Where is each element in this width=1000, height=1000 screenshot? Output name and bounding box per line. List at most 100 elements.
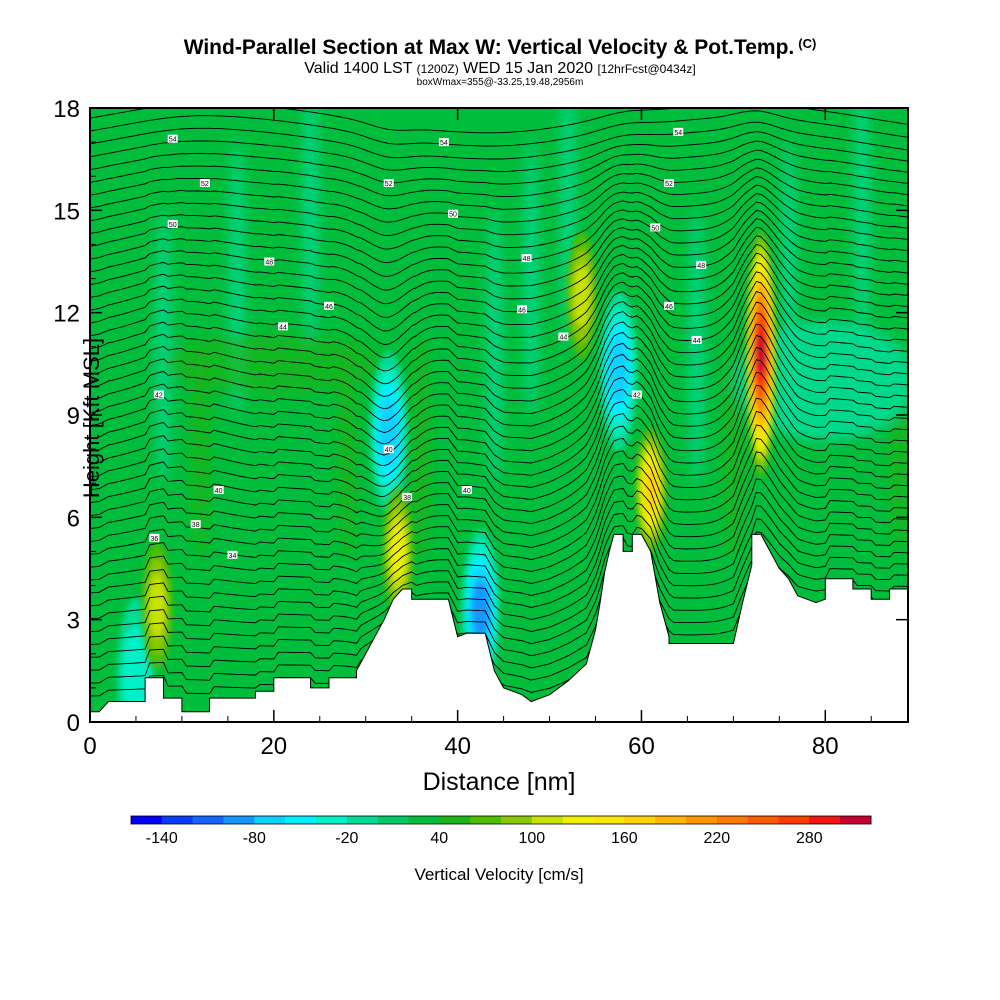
isentrope-label-box: [149, 533, 160, 542]
isentrope-line: [90, 531, 908, 633]
valid-prefix: Valid 1400 LST: [304, 60, 413, 77]
isentrope-label: 54: [674, 130, 682, 137]
isentrope-labels: 54 54 54 52 52 52 50 50 50 48 48 48 46 46 46 44 44 44 42 42…: [149, 127, 707, 560]
isentrope-label: 52: [665, 181, 673, 188]
colorbar-swatch: [254, 816, 286, 824]
isentrope-line: [90, 491, 908, 596]
isentrope-label: 52: [385, 181, 393, 188]
isentrope-line: [90, 323, 908, 445]
colorbar-swatch: [192, 816, 224, 824]
isentrope-label: 48: [265, 260, 273, 267]
isentrope-line: [90, 371, 908, 488]
isentrope-label-box: [696, 260, 707, 269]
isentrope-label-box: [673, 127, 684, 136]
isentrope-label: 34: [229, 553, 237, 560]
x-tick-label: 40: [444, 733, 471, 760]
colorbar-label: Vertical Velocity [cm/s]: [414, 865, 583, 884]
isentrope-line: [90, 201, 908, 277]
colorbar-tick-label: 220: [703, 830, 730, 847]
colorbar-swatch: [655, 816, 687, 824]
colorbar-swatch: [716, 816, 749, 824]
colorbar-swatch: [346, 816, 379, 824]
isentrope-label: 46: [518, 307, 526, 314]
valid-date: WED 15 Jan 2020: [463, 60, 594, 77]
isentrope-label: 42: [155, 393, 163, 400]
isentrope-line: [90, 176, 908, 237]
colorbar-swatch: [809, 816, 841, 824]
isentrope-line: [90, 397, 908, 513]
isentrope-line: [90, 437, 908, 549]
isentrope-label-box: [631, 390, 642, 399]
downdraft-cell: [608, 337, 629, 404]
isentrope-label: 44: [693, 338, 701, 345]
isentrope-line: [90, 158, 908, 210]
isentrope-label: 48: [523, 256, 531, 263]
isentrope-label: 54: [169, 137, 177, 144]
isentrope-label-box: [402, 492, 413, 501]
y-tick-label: 12: [53, 301, 80, 328]
isentrope-label-box: [664, 179, 675, 188]
field-streak: [163, 333, 384, 394]
isentrope-label-box: [167, 219, 178, 228]
isentrope-line: [90, 110, 908, 147]
isentrope-label: 50: [651, 225, 659, 232]
isentrope-label-box: [278, 322, 289, 331]
y-tick-label: 6: [67, 505, 80, 532]
isentrope-label-box: [516, 305, 527, 314]
isentrope-label: 44: [279, 324, 287, 331]
isentrope-line: [90, 301, 908, 422]
valid-zulu: (1200Z): [416, 62, 459, 76]
isentrope-line: [90, 140, 908, 185]
isentrope-label: 46: [665, 304, 673, 311]
colorbar-swatch: [531, 816, 564, 824]
box-info: boxWmax=355@-33.25,19.48,2956m: [416, 77, 584, 88]
chart-title-text: Wind-Parallel Section at Max W: Vertical…: [183, 36, 795, 59]
colorbar-swatch: [161, 816, 194, 824]
colorbar-swatch: [223, 816, 255, 824]
x-tick-label: 80: [812, 733, 839, 760]
terrain-shape: [89, 533, 909, 723]
colorbar-swatch: [778, 816, 810, 824]
isentrope-line: [90, 384, 908, 500]
isentrope-label-box: [383, 445, 394, 454]
x-axis-label: Distance [nm]: [423, 768, 576, 796]
isentrope-line: [90, 424, 908, 537]
isentrope-line: [90, 312, 908, 433]
x-tick-label: 20: [260, 733, 287, 760]
isentrope-line: [90, 290, 908, 410]
isentrope-label-box: [438, 138, 449, 147]
x-tick-label: 60: [628, 733, 655, 760]
isentrope-label: 40: [215, 488, 223, 495]
isentrope-line: [90, 505, 908, 608]
isentrope-line: [90, 184, 908, 250]
terrain-mask: [89, 533, 909, 723]
isentrope-line: [90, 167, 908, 223]
isentrope-label-box: [264, 257, 275, 266]
x-tick-label: 0: [83, 733, 96, 760]
field-streak: [487, 206, 502, 487]
colorbar-tick-label: -140: [146, 830, 178, 847]
colorbar-frame: [130, 815, 872, 825]
isentrope-label: 38: [192, 522, 200, 529]
y-tick-label: 18: [53, 96, 80, 123]
colorbar-tick-label: 160: [611, 830, 638, 847]
colorbar-swatch: [624, 816, 656, 824]
y-tick-label: 3: [67, 608, 80, 635]
isentrope-line: [90, 121, 908, 160]
colorbar-swatch: [285, 816, 317, 824]
isentrope-line: [90, 193, 908, 264]
colorbar-tick-label: -80: [243, 830, 266, 847]
isentrope-label-box: [448, 209, 459, 218]
field-streak: [412, 339, 429, 560]
isentrope-line: [90, 271, 908, 385]
colorbar-tick-label: 100: [518, 830, 545, 847]
isentrope-label-box: [190, 520, 201, 529]
isentrope-line: [90, 252, 908, 359]
colorbar: -140 -80 -20 40 100 160 220 280: [130, 815, 872, 847]
isentrope-line: [90, 346, 908, 467]
field-streak: [689, 206, 704, 487]
isentrope-line: [90, 359, 908, 477]
isentrope-label-box: [650, 223, 661, 232]
colorbar-tick-label: -20: [335, 830, 358, 847]
isentrope-label-box: [153, 390, 164, 399]
